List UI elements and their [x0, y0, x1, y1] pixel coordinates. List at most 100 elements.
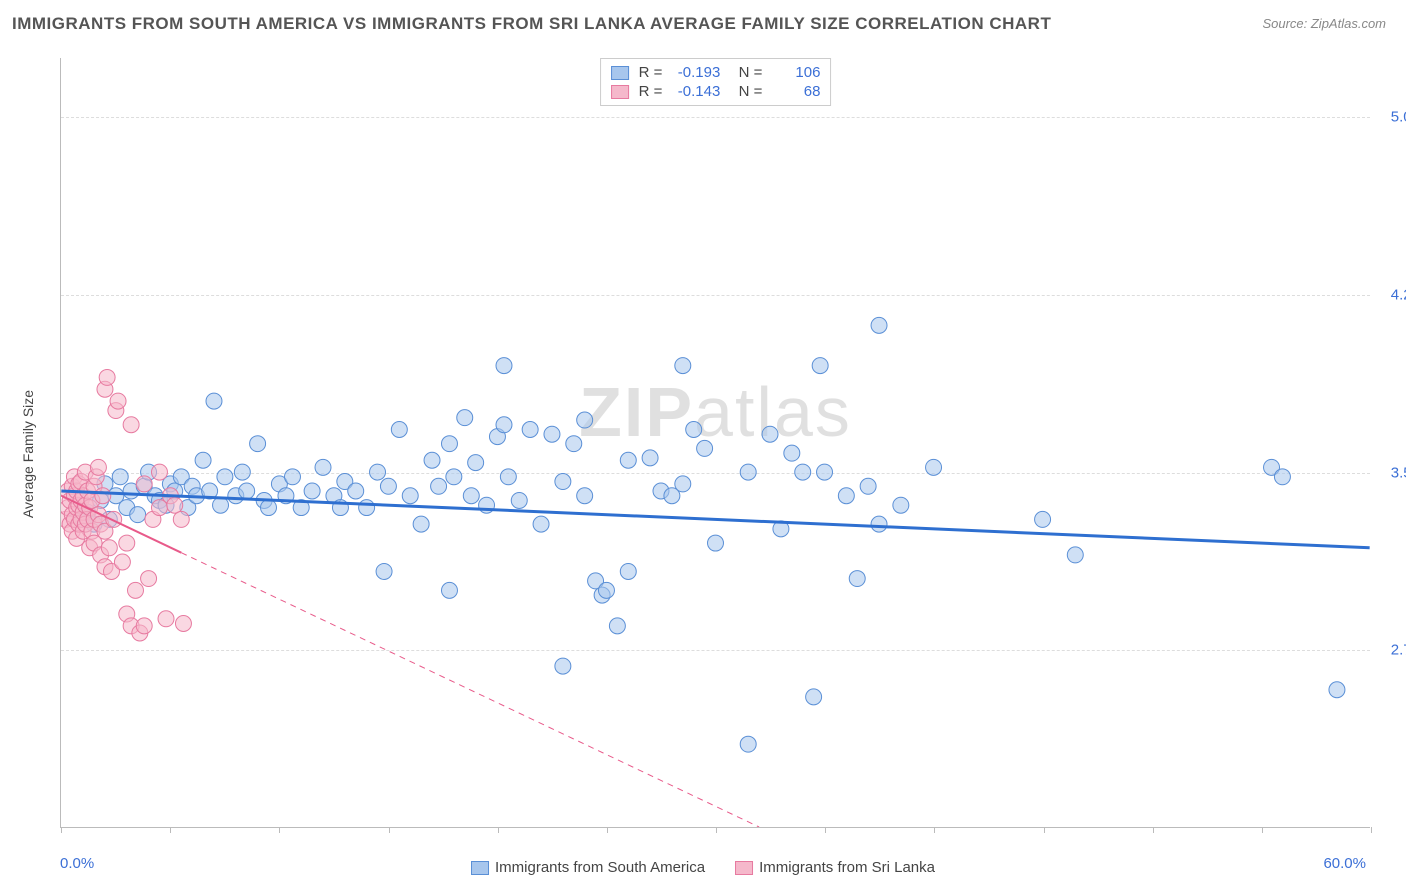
- scatter-point: [577, 488, 593, 504]
- scatter-point: [206, 393, 222, 409]
- x-tick: [1262, 827, 1263, 833]
- scatter-point: [468, 455, 484, 471]
- y-tick-label: 3.50: [1375, 464, 1406, 481]
- scatter-point: [555, 658, 571, 674]
- scatter-point: [136, 476, 152, 492]
- scatter-point: [675, 476, 691, 492]
- scatter-point: [806, 689, 822, 705]
- scatter-point: [620, 563, 636, 579]
- scatter-point: [1067, 547, 1083, 563]
- x-axis-max-label: 60.0%: [1323, 855, 1366, 872]
- scatter-point: [217, 469, 233, 485]
- scatter-point: [812, 358, 828, 374]
- x-tick: [1371, 827, 1372, 833]
- x-tick: [825, 827, 826, 833]
- scatter-point: [141, 571, 157, 587]
- scatter-point: [136, 618, 152, 634]
- scatter-point: [784, 445, 800, 461]
- scatter-point: [740, 464, 756, 480]
- scatter-point: [95, 488, 111, 504]
- r-label: R =: [639, 64, 663, 81]
- x-tick: [498, 827, 499, 833]
- scatter-point: [315, 459, 331, 475]
- x-tick: [1153, 827, 1154, 833]
- scatter-point: [234, 464, 250, 480]
- scatter-point: [555, 474, 571, 490]
- scatter-point: [250, 436, 266, 452]
- x-tick: [170, 827, 171, 833]
- legend-item-series-1: Immigrants from Sri Lanka: [735, 859, 935, 876]
- scatter-point: [127, 582, 143, 598]
- scatter-point: [173, 511, 189, 527]
- scatter-point: [151, 464, 167, 480]
- x-tick: [716, 827, 717, 833]
- scatter-point: [424, 452, 440, 468]
- scatter-point: [522, 421, 538, 437]
- scatter-point: [304, 483, 320, 499]
- scatter-point: [431, 478, 447, 494]
- chart-container: IMMIGRANTS FROM SOUTH AMERICA VS IMMIGRA…: [10, 10, 1396, 882]
- scatter-point: [167, 497, 183, 513]
- scatter-point: [370, 464, 386, 480]
- scatter-point: [533, 516, 549, 532]
- scatter-point: [1274, 469, 1290, 485]
- scatter-point: [110, 393, 126, 409]
- scatter-point: [106, 511, 122, 527]
- scatter-point: [348, 483, 364, 499]
- scatter-point: [511, 492, 527, 508]
- scatter-point: [686, 421, 702, 437]
- y-tick-label: 2.75: [1375, 642, 1406, 659]
- series-legend: Immigrants from South America Immigrants…: [471, 859, 935, 876]
- scatter-point: [577, 412, 593, 428]
- y-tick-label: 5.00: [1375, 109, 1406, 126]
- scatter-point: [838, 488, 854, 504]
- scatter-point: [620, 452, 636, 468]
- scatter-point: [566, 436, 582, 452]
- x-tick: [934, 827, 935, 833]
- scatter-point: [697, 440, 713, 456]
- scatter-point: [817, 464, 833, 480]
- x-tick: [389, 827, 390, 833]
- legend-label: Immigrants from South America: [495, 859, 705, 876]
- scatter-point: [762, 426, 778, 442]
- scatter-point: [284, 469, 300, 485]
- source-attribution: Source: ZipAtlas.com: [1262, 16, 1386, 31]
- scatter-point: [359, 500, 375, 516]
- y-tick-label: 4.25: [1375, 286, 1406, 303]
- legend-row-series-0: R = -0.193 N = 106: [611, 63, 821, 82]
- scatter-point: [239, 483, 255, 499]
- n-label: N =: [730, 83, 762, 100]
- scatter-point: [609, 618, 625, 634]
- n-label: N =: [730, 64, 762, 81]
- scatter-point: [130, 507, 146, 523]
- legend-item-series-0: Immigrants from South America: [471, 859, 705, 876]
- x-tick: [61, 827, 62, 833]
- swatch-icon: [611, 66, 629, 80]
- trend-line-extrapolated: [181, 553, 759, 827]
- scatter-point: [496, 417, 512, 433]
- scatter-point: [1329, 682, 1345, 698]
- scatter-point: [119, 535, 135, 551]
- scatter-point: [496, 358, 512, 374]
- scatter-point: [195, 452, 211, 468]
- y-axis-label: Average Family Size: [20, 390, 36, 518]
- scatter-point: [158, 611, 174, 627]
- scatter-point: [175, 616, 191, 632]
- r-label: R =: [639, 83, 663, 100]
- scatter-point: [112, 469, 128, 485]
- scatter-point: [871, 516, 887, 532]
- scatter-point: [261, 500, 277, 516]
- scatter-point: [380, 478, 396, 494]
- scatter-plot-svg: [61, 58, 1370, 827]
- x-tick: [1044, 827, 1045, 833]
- scatter-point: [402, 488, 418, 504]
- r-value: -0.193: [668, 64, 720, 81]
- scatter-point: [500, 469, 516, 485]
- r-value: -0.143: [668, 83, 720, 100]
- x-tick: [279, 827, 280, 833]
- scatter-point: [101, 540, 117, 556]
- legend-row-series-1: R = -0.143 N = 68: [611, 82, 821, 101]
- scatter-point: [740, 736, 756, 752]
- scatter-point: [114, 554, 130, 570]
- swatch-icon: [735, 861, 753, 875]
